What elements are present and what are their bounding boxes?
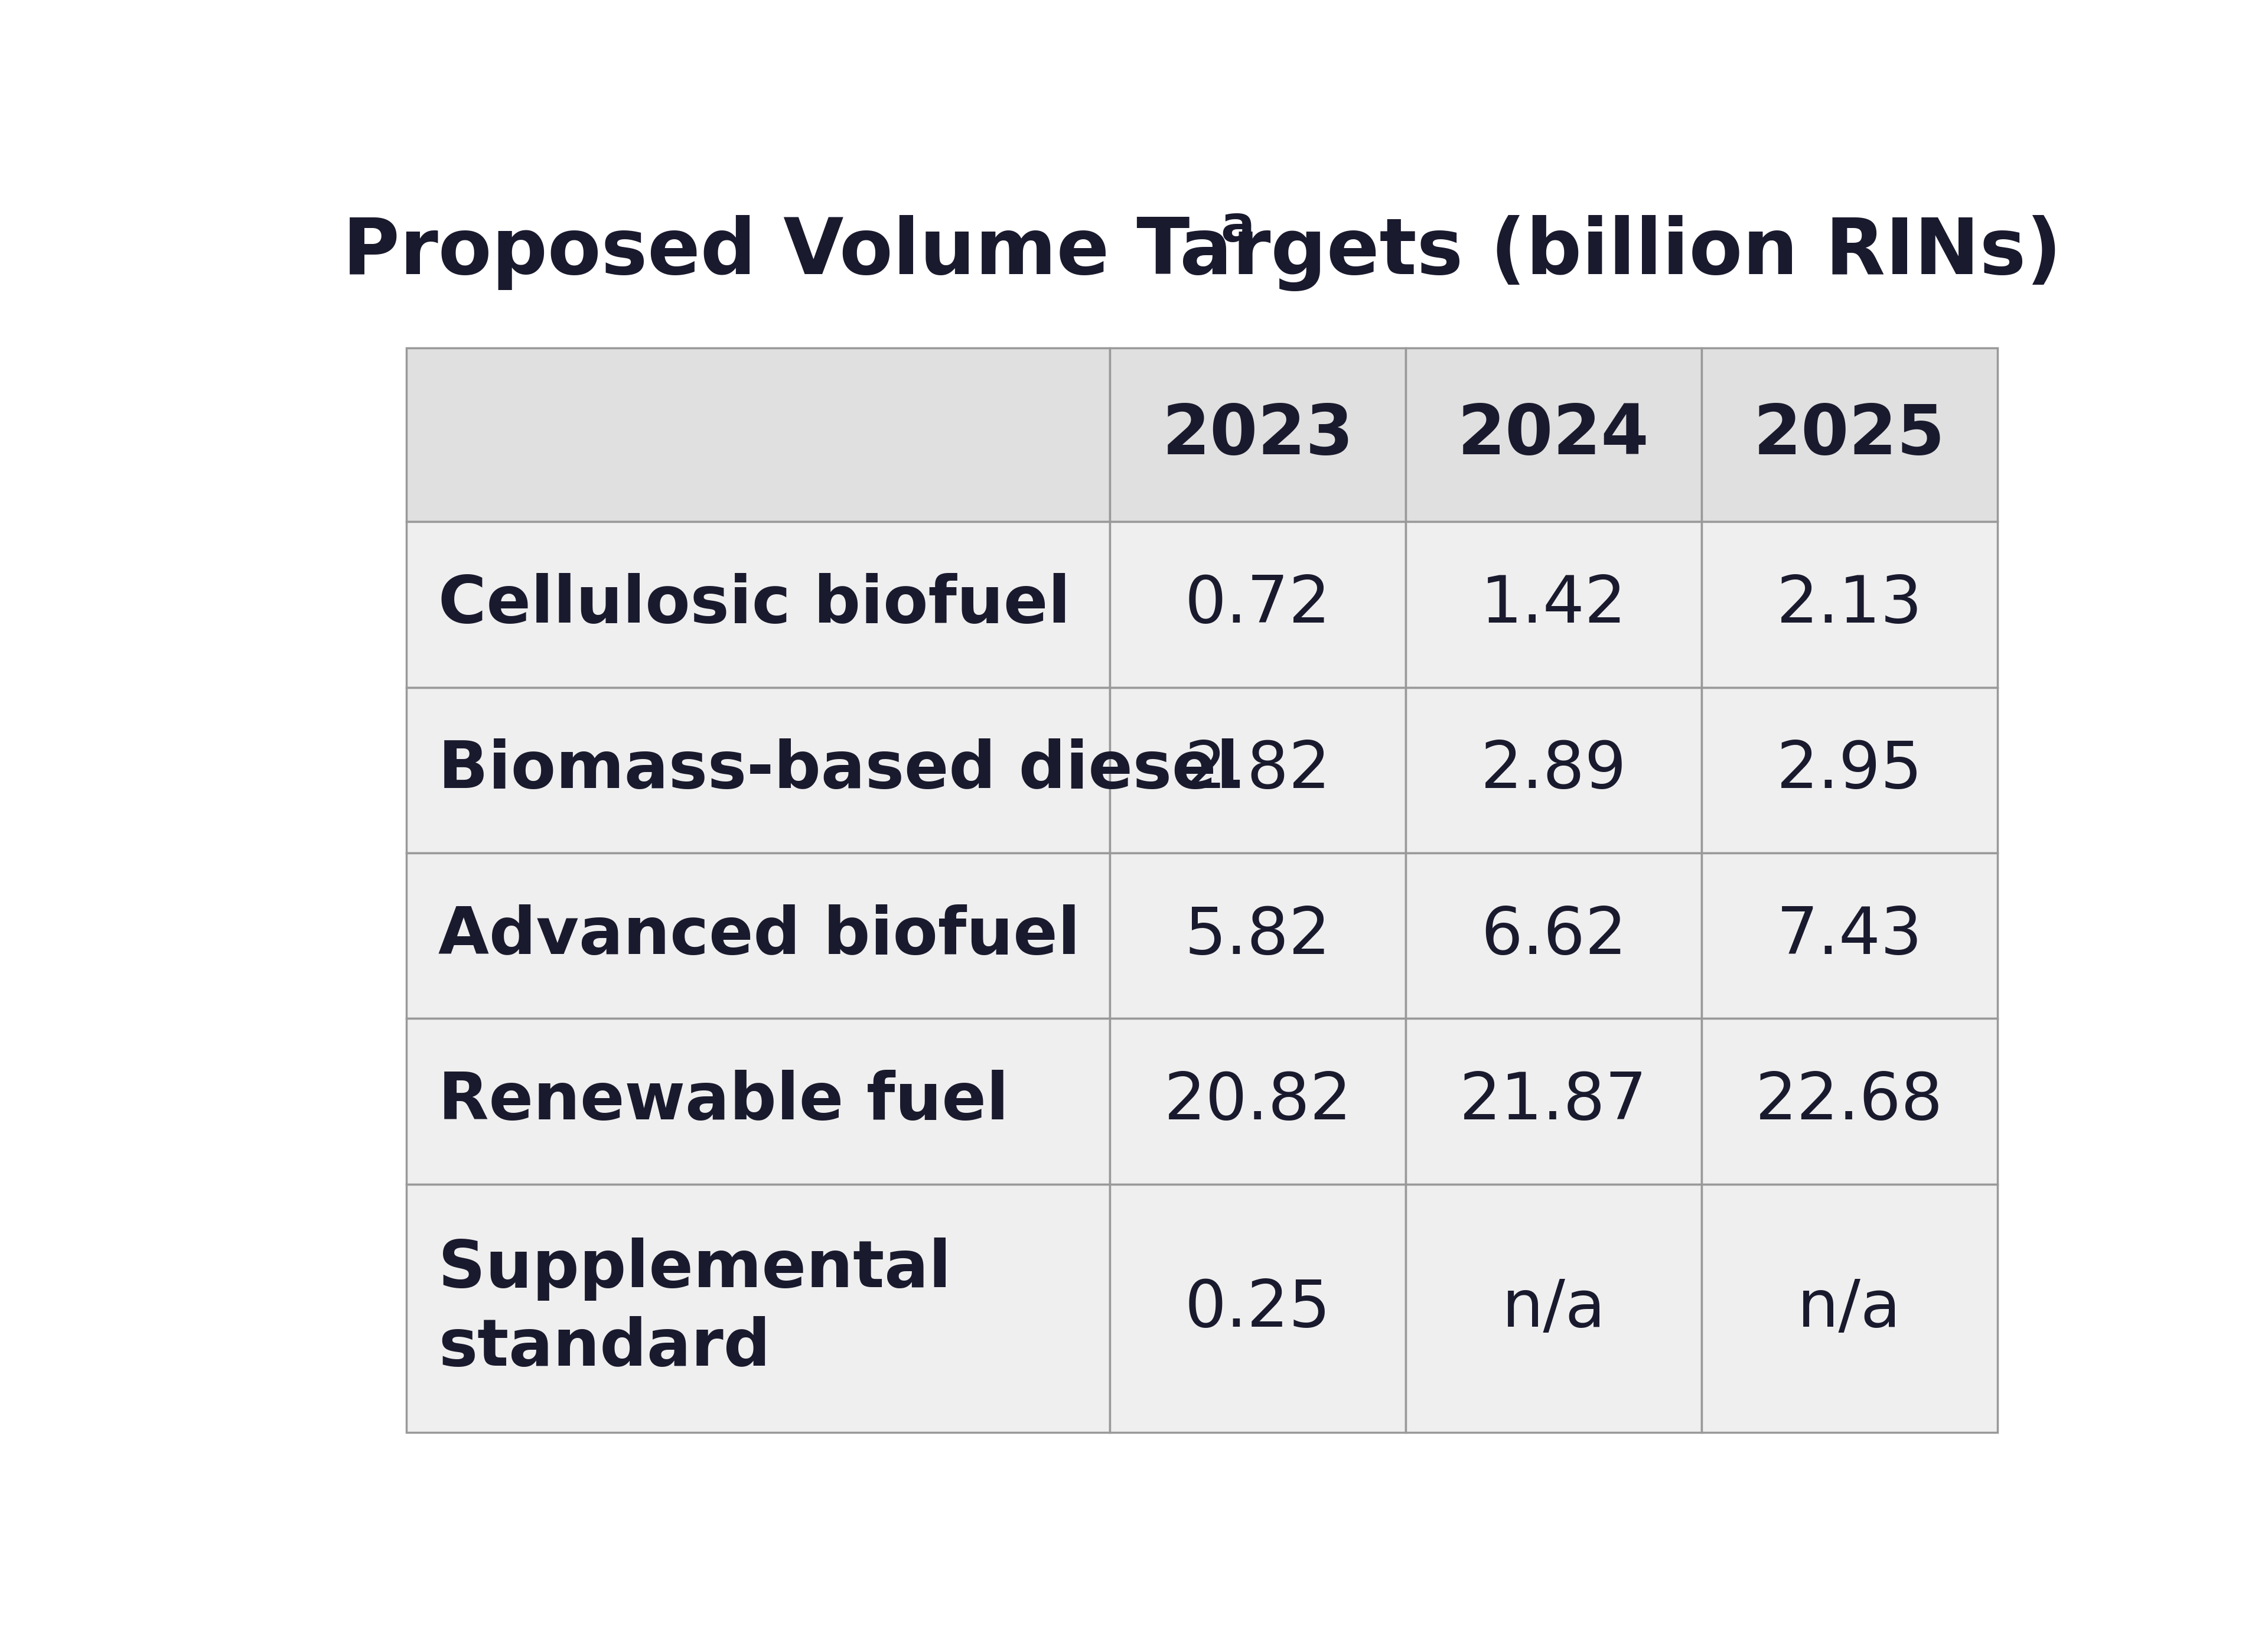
Text: 0.72: 0.72 bbox=[1184, 573, 1331, 636]
Bar bbox=[1406, 347, 1701, 523]
Bar bbox=[1406, 1184, 1701, 1433]
Bar bbox=[1701, 523, 1998, 688]
Text: Cellulosic biofuel: Cellulosic biofuel bbox=[438, 573, 1070, 636]
Text: Proposed Volume Targets (billion RINs): Proposed Volume Targets (billion RINs) bbox=[342, 215, 2062, 292]
Text: n/a: n/a bbox=[1796, 1276, 1901, 1340]
Bar bbox=[1406, 523, 1701, 688]
Text: 22.68: 22.68 bbox=[1755, 1070, 1944, 1133]
Bar bbox=[1109, 1184, 1406, 1433]
Text: 2025: 2025 bbox=[1753, 401, 1946, 468]
Text: 20.82: 20.82 bbox=[1163, 1070, 1352, 1133]
Bar bbox=[1406, 1019, 1701, 1184]
Bar bbox=[1701, 1184, 1998, 1433]
Text: 5.82: 5.82 bbox=[1184, 904, 1331, 968]
Bar bbox=[1701, 347, 1998, 523]
Text: Advanced biofuel: Advanced biofuel bbox=[438, 904, 1080, 968]
Text: n/a: n/a bbox=[1501, 1276, 1606, 1340]
Text: 6.62: 6.62 bbox=[1481, 904, 1626, 968]
Bar bbox=[1701, 688, 1998, 853]
Text: 2.13: 2.13 bbox=[1776, 573, 1923, 636]
Bar bbox=[406, 347, 1109, 523]
Bar bbox=[1109, 347, 1406, 523]
Bar bbox=[406, 1019, 1109, 1184]
Bar bbox=[406, 523, 1109, 688]
Text: Supplemental
standard: Supplemental standard bbox=[438, 1238, 950, 1379]
Text: 7.43: 7.43 bbox=[1776, 904, 1923, 968]
Bar bbox=[1406, 853, 1701, 1019]
Bar bbox=[1406, 688, 1701, 853]
Bar bbox=[406, 1184, 1109, 1433]
Bar bbox=[1109, 1019, 1406, 1184]
Bar bbox=[1109, 688, 1406, 853]
Text: Renewable fuel: Renewable fuel bbox=[438, 1070, 1009, 1133]
Bar bbox=[406, 688, 1109, 853]
Bar bbox=[1109, 853, 1406, 1019]
Text: 2024: 2024 bbox=[1458, 401, 1649, 468]
Text: 2.82: 2.82 bbox=[1184, 739, 1331, 801]
Bar bbox=[1701, 1019, 1998, 1184]
Text: 0.25: 0.25 bbox=[1184, 1276, 1331, 1340]
Text: 2.95: 2.95 bbox=[1776, 739, 1923, 801]
Text: a: a bbox=[1220, 203, 1254, 252]
Text: Biomass-based diesel: Biomass-based diesel bbox=[438, 739, 1238, 801]
Bar bbox=[406, 853, 1109, 1019]
Text: 2023: 2023 bbox=[1161, 401, 1354, 468]
Text: 2.89: 2.89 bbox=[1481, 739, 1626, 801]
Bar bbox=[1109, 523, 1406, 688]
Text: 21.87: 21.87 bbox=[1461, 1070, 1647, 1133]
Text: 1.42: 1.42 bbox=[1481, 573, 1626, 636]
Bar bbox=[1701, 853, 1998, 1019]
